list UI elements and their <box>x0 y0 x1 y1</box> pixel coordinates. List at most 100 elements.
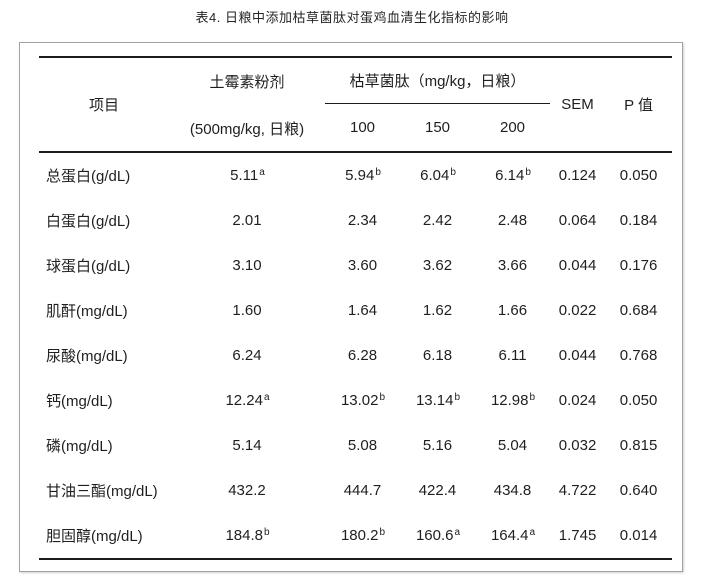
cell-value: 1.66 <box>497 302 528 319</box>
cell-value: 6.14 <box>495 167 525 184</box>
significance-superscript: a <box>454 527 461 538</box>
col-header-item: 项目 <box>39 57 169 153</box>
cell-dose-200: 1.66 <box>475 288 550 333</box>
cell-dose-150: 6.18 <box>400 333 475 378</box>
cell-p: 0.050 <box>605 378 672 423</box>
cell-value: 0.014 <box>619 527 658 544</box>
cell-value: 0.640 <box>619 482 658 499</box>
table-row: 白蛋白(g/dL) 2.01 2.34 2.42 2.48 0.064 0.184 <box>39 198 672 243</box>
cell-value: 3.10 <box>232 257 262 274</box>
significance-superscript: b <box>529 392 536 403</box>
row-label: 磷(mg/dL) <box>39 423 169 468</box>
cell-value: 5.94 <box>345 167 375 184</box>
cell-control: 5.11a <box>169 152 325 198</box>
cell-value: 160.6 <box>415 527 454 544</box>
cell-dose-200: 164.4a <box>475 513 550 559</box>
table-row: 球蛋白(g/dL) 3.10 3.60 3.62 3.66 0.044 0.176 <box>39 243 672 288</box>
significance-superscript: a <box>259 167 265 178</box>
table-row: 胆固醇(mg/dL) 184.8b 180.2b 160.6a 164.4a 1.745 0… <box>39 513 672 559</box>
cell-value: 12.24 <box>225 392 263 409</box>
cell-value: 4.722 <box>558 482 597 499</box>
cell-control: 12.24a <box>169 378 325 423</box>
cell-p: 0.176 <box>605 243 672 288</box>
cell-sem: 0.064 <box>550 198 605 243</box>
cell-control: 2.01 <box>169 198 325 243</box>
cell-sem: 0.022 <box>550 288 605 333</box>
cell-p: 0.684 <box>605 288 672 333</box>
cell-control: 432.2 <box>169 468 325 513</box>
cell-value: 0.184 <box>619 212 658 229</box>
cell-value: 总蛋白(g/dL) <box>46 168 131 185</box>
cell-value: 432.2 <box>228 482 266 499</box>
significance-superscript: b <box>379 527 386 538</box>
cell-dose-100: 1.64 <box>325 288 400 333</box>
cell-value: 1.64 <box>347 302 378 319</box>
cell-sem: 1.745 <box>550 513 605 559</box>
significance-superscript: b <box>263 527 270 538</box>
cell-value: 434.8 <box>493 482 532 499</box>
cell-value: 1.60 <box>232 302 262 319</box>
cell-value: 0.684 <box>619 302 658 319</box>
cell-control: 1.60 <box>169 288 325 333</box>
cell-sem: 0.124 <box>550 152 605 198</box>
cell-sem: 0.032 <box>550 423 605 468</box>
cell-dose-200: 2.48 <box>475 198 550 243</box>
row-label: 白蛋白(g/dL) <box>39 198 169 243</box>
cell-value: 184.8 <box>225 527 263 544</box>
table-row: 尿酸(mg/dL) 6.24 6.28 6.18 6.11 0.044 0.768 <box>39 333 672 378</box>
cell-dose-150: 6.04b <box>400 152 475 198</box>
significance-superscript: b <box>450 167 456 178</box>
cell-control: 3.10 <box>169 243 325 288</box>
col-header-dose-200: 200 <box>475 103 551 153</box>
cell-dose-200: 6.14b <box>475 152 550 198</box>
col-header-group: 枯草菌肽（mg/kg，日粮） <box>325 57 551 104</box>
row-label: 球蛋白(g/dL) <box>39 243 169 288</box>
cell-value: 0.050 <box>619 167 658 184</box>
cell-dose-100: 3.60 <box>325 243 400 288</box>
row-label: 尿酸(mg/dL) <box>39 333 169 378</box>
row-label: 总蛋白(g/dL) <box>39 152 169 198</box>
cell-value: 2.34 <box>347 212 378 229</box>
significance-superscript: b <box>454 392 461 403</box>
cell-dose-200: 5.04 <box>475 423 550 468</box>
cell-dose-100: 5.94b <box>325 152 400 198</box>
cell-value: 12.98 <box>490 392 529 409</box>
table-row: 磷(mg/dL) 5.14 5.08 5.16 5.04 0.032 0.815 <box>39 423 672 468</box>
cell-value: 钙(mg/dL) <box>46 393 113 410</box>
page: 表4. 日粮中添加枯草菌肽对蛋鸡血清生化指标的影响 项目 土霉素粉剂 (500m… <box>19 10 683 572</box>
row-label: 钙(mg/dL) <box>39 378 169 423</box>
cell-value: 尿酸(mg/dL) <box>46 348 128 365</box>
cell-dose-100: 444.7 <box>325 468 400 513</box>
cell-value: 6.18 <box>422 347 453 364</box>
cell-value: 0.044 <box>558 347 597 364</box>
cell-dose-150: 160.6a <box>400 513 475 559</box>
cell-p: 0.640 <box>605 468 672 513</box>
cell-control: 184.8b <box>169 513 325 559</box>
cell-dose-150: 2.42 <box>400 198 475 243</box>
col-header-control-dose: (500mg/kg, 日粮) <box>189 120 305 138</box>
cell-value: 5.04 <box>497 437 528 454</box>
significance-superscript: b <box>379 392 386 403</box>
cell-value: 5.11 <box>230 167 259 184</box>
cell-value: 磷(mg/dL) <box>46 438 113 455</box>
cell-value: 13.14 <box>415 392 454 409</box>
cell-p: 0.768 <box>605 333 672 378</box>
cell-dose-100: 6.28 <box>325 333 400 378</box>
cell-value: 422.4 <box>418 482 457 499</box>
cell-value: 3.66 <box>497 257 528 274</box>
cell-value: 0.044 <box>558 257 597 274</box>
cell-sem: 4.722 <box>550 468 605 513</box>
cell-value: 444.7 <box>343 482 382 499</box>
cell-value: 0.768 <box>619 347 658 364</box>
cell-dose-150: 13.14b <box>400 378 475 423</box>
cell-p: 0.184 <box>605 198 672 243</box>
col-header-control-name: 土霉素粉剂 <box>209 73 285 91</box>
cell-value: 胆固醇(mg/dL) <box>46 528 143 545</box>
cell-dose-200: 6.11 <box>475 333 550 378</box>
cell-dose-100: 2.34 <box>325 198 400 243</box>
table-row: 肌酐(mg/dL) 1.60 1.64 1.62 1.66 0.022 0.684 <box>39 288 672 333</box>
cell-value: 1.745 <box>558 527 597 544</box>
cell-dose-200: 434.8 <box>475 468 550 513</box>
cell-p: 0.050 <box>605 152 672 198</box>
cell-dose-100: 180.2b <box>325 513 400 559</box>
